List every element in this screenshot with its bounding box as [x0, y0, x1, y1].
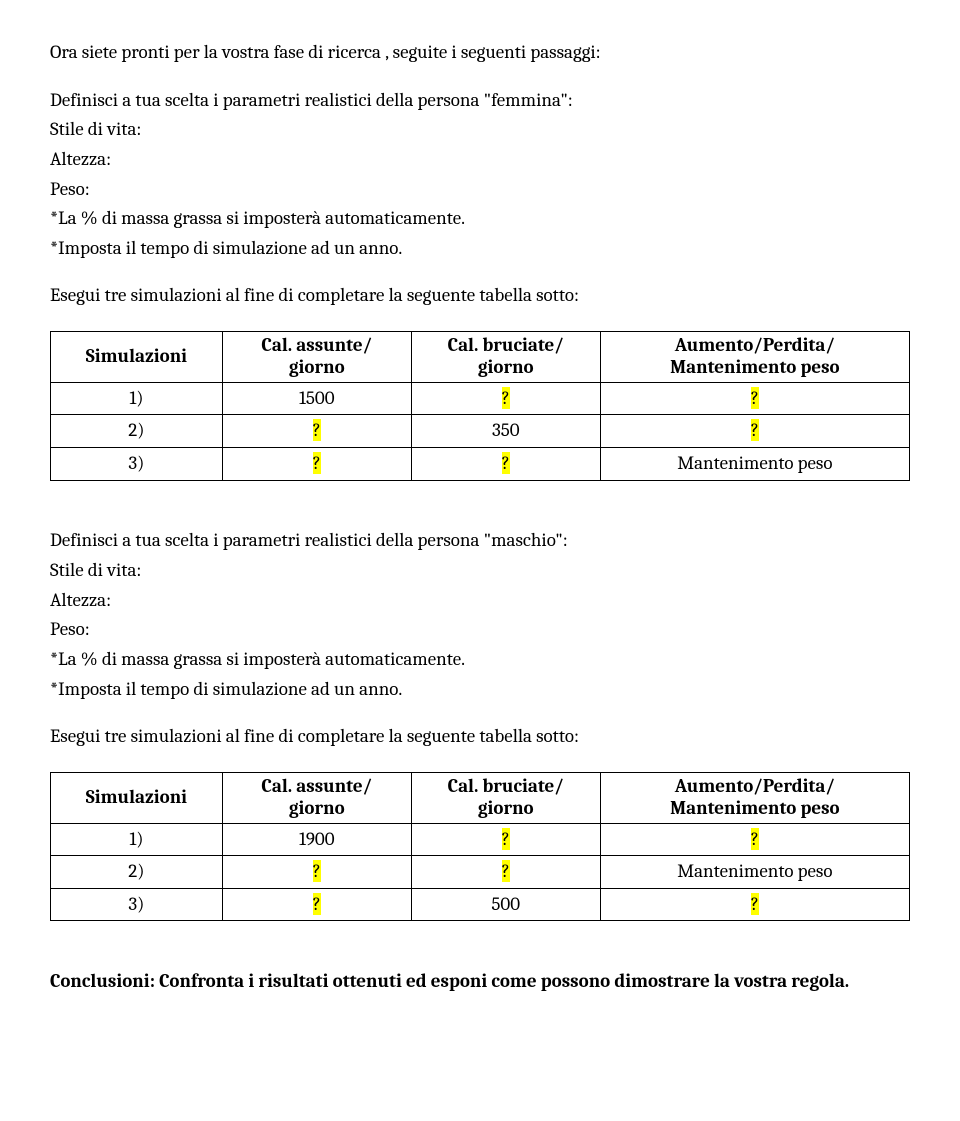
cell-c: ? — [600, 415, 909, 448]
table-row: 2) ? ? Mantenimento peso — [51, 856, 910, 889]
section2-f3: Peso: — [50, 617, 910, 643]
cell-sim: 1) — [51, 382, 223, 415]
section2-run: Esegui tre simulazioni al fine di comple… — [50, 724, 910, 750]
section2-f1: Stile di vita: — [50, 558, 910, 584]
cell-c: ? — [600, 888, 909, 921]
th-assunte: Cal. assunte/giorno — [222, 332, 411, 383]
section1-run: Esegui tre simulazioni al fine di comple… — [50, 283, 910, 309]
cell-b: ? — [411, 856, 600, 889]
cell-b: ? — [411, 448, 600, 481]
cell-a: ? — [222, 415, 411, 448]
cell-a: 1500 — [222, 382, 411, 415]
th-sim: Simulazioni — [51, 332, 223, 383]
section1-f1: Stile di vita: — [50, 117, 910, 143]
cell-a: ? — [222, 888, 411, 921]
th-assunte: Cal. assunte/giorno — [222, 772, 411, 823]
th-sim: Simulazioni — [51, 772, 223, 823]
section2-f4: *La % di massa grassa si imposterà autom… — [50, 647, 910, 673]
cell-c: Mantenimento peso — [600, 448, 909, 481]
th-out: Aumento/Perdita/Mantenimento peso — [600, 772, 909, 823]
cell-sim: 1) — [51, 823, 223, 856]
th-out: Aumento/Perdita/Mantenimento peso — [600, 332, 909, 383]
table-row: 2) ? 350 ? — [51, 415, 910, 448]
section1-f2: Altezza: — [50, 147, 910, 173]
section1-f4: *La % di massa grassa si imposterà autom… — [50, 206, 910, 232]
cell-sim: 3) — [51, 888, 223, 921]
cell-b: 500 — [411, 888, 600, 921]
table-row: 3) ? 500 ? — [51, 888, 910, 921]
conclusion-text: Conclusioni: Confronta i risultati otten… — [50, 969, 910, 995]
th-bruciate: Cal. bruciate/giorno — [411, 772, 600, 823]
section2-def: Definisci a tua scelta i parametri reali… — [50, 528, 910, 554]
cell-sim: 2) — [51, 415, 223, 448]
section2-f5: *Imposta il tempo di simulazione ad un a… — [50, 677, 910, 703]
cell-c: Mantenimento peso — [600, 856, 909, 889]
cell-a: ? — [222, 448, 411, 481]
table-row: 1) 1900 ? ? — [51, 823, 910, 856]
intro-text: Ora siete pronti per la vostra fase di r… — [50, 40, 910, 66]
table-row: 1) 1500 ? ? — [51, 382, 910, 415]
table-femmina: Simulazioni Cal. assunte/giorno Cal. bru… — [50, 331, 910, 481]
th-bruciate: Cal. bruciate/giorno — [411, 332, 600, 383]
cell-b: 350 — [411, 415, 600, 448]
cell-c: ? — [600, 382, 909, 415]
cell-a: ? — [222, 856, 411, 889]
section2-f2: Altezza: — [50, 588, 910, 614]
cell-c: ? — [600, 823, 909, 856]
cell-sim: 3) — [51, 448, 223, 481]
section1-f3: Peso: — [50, 177, 910, 203]
section1-def: Definisci a tua scelta i parametri reali… — [50, 88, 910, 114]
cell-a: 1900 — [222, 823, 411, 856]
table-maschio: Simulazioni Cal. assunte/giorno Cal. bru… — [50, 772, 910, 922]
table-row: 3) ? ? Mantenimento peso — [51, 448, 910, 481]
cell-b: ? — [411, 382, 600, 415]
section1-f5: *Imposta il tempo di simulazione ad un a… — [50, 236, 910, 262]
cell-sim: 2) — [51, 856, 223, 889]
cell-b: ? — [411, 823, 600, 856]
